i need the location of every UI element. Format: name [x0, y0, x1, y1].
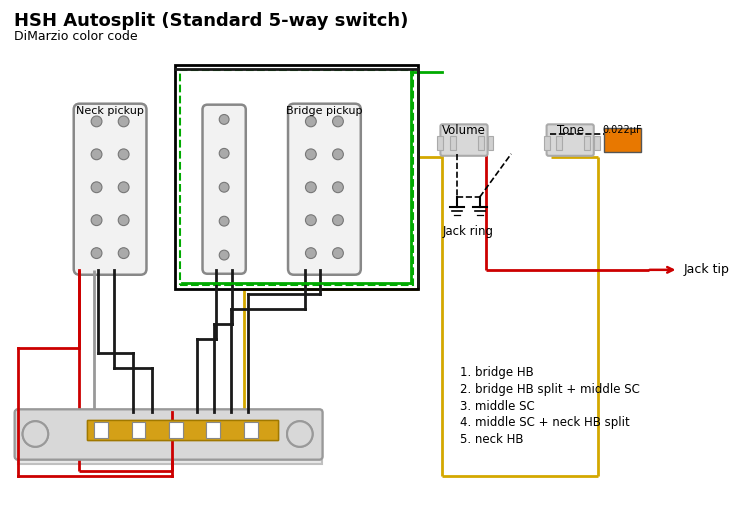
Bar — [87, 420, 278, 440]
Circle shape — [305, 182, 316, 193]
Bar — [244, 422, 258, 438]
Circle shape — [333, 182, 344, 193]
Text: 1. bridge HB: 1. bridge HB — [460, 366, 534, 379]
Bar — [604, 128, 641, 152]
Text: Jack ring: Jack ring — [442, 225, 493, 238]
Circle shape — [118, 182, 129, 193]
Circle shape — [91, 248, 102, 258]
Bar — [437, 136, 443, 150]
Bar — [478, 136, 484, 150]
Bar — [169, 422, 183, 438]
Circle shape — [287, 421, 313, 447]
Circle shape — [23, 421, 48, 447]
Circle shape — [305, 248, 316, 258]
Circle shape — [91, 149, 102, 160]
Circle shape — [219, 114, 229, 124]
Text: 4. middle SC + neck HB split: 4. middle SC + neck HB split — [460, 417, 630, 430]
Bar — [87, 420, 278, 440]
Bar — [594, 136, 600, 150]
Text: Volume: Volume — [442, 124, 486, 137]
Text: Jack tip: Jack tip — [683, 263, 729, 276]
Bar — [180, 70, 413, 284]
Circle shape — [219, 183, 229, 192]
Bar — [18, 410, 322, 464]
Circle shape — [118, 116, 129, 127]
Bar — [94, 422, 108, 438]
Circle shape — [91, 215, 102, 226]
Text: 2. bridge HB split + middle SC: 2. bridge HB split + middle SC — [460, 383, 640, 396]
Circle shape — [91, 182, 102, 193]
Bar — [94, 422, 108, 438]
Circle shape — [333, 248, 344, 258]
Text: 5. neck HB: 5. neck HB — [460, 433, 523, 446]
FancyBboxPatch shape — [440, 124, 487, 156]
Circle shape — [118, 149, 129, 160]
Bar — [132, 422, 146, 438]
Circle shape — [305, 149, 316, 160]
Circle shape — [305, 215, 316, 226]
Text: DiMarzio color code: DiMarzio color code — [14, 30, 138, 43]
Circle shape — [305, 116, 316, 127]
Bar — [450, 136, 456, 150]
Text: HSH Autosplit (Standard 5-way switch): HSH Autosplit (Standard 5-way switch) — [14, 12, 408, 30]
Circle shape — [91, 116, 102, 127]
Bar — [132, 422, 146, 438]
Circle shape — [23, 421, 48, 447]
FancyBboxPatch shape — [15, 409, 322, 460]
Circle shape — [118, 215, 129, 226]
Bar — [556, 136, 562, 150]
Bar — [206, 422, 220, 438]
FancyBboxPatch shape — [547, 124, 594, 156]
Circle shape — [219, 216, 229, 226]
Bar — [244, 422, 258, 438]
Bar — [584, 136, 590, 150]
Circle shape — [118, 248, 129, 258]
Circle shape — [333, 116, 344, 127]
Bar — [169, 422, 183, 438]
Text: 3. middle SC: 3. middle SC — [460, 399, 535, 412]
FancyBboxPatch shape — [202, 105, 246, 274]
Text: Tone: Tone — [556, 124, 584, 137]
Circle shape — [219, 148, 229, 158]
Text: Neck pickup: Neck pickup — [76, 106, 144, 115]
Circle shape — [333, 149, 344, 160]
Text: Bridge pickup: Bridge pickup — [286, 106, 363, 115]
FancyBboxPatch shape — [288, 103, 361, 275]
FancyBboxPatch shape — [74, 103, 146, 275]
Bar — [544, 136, 550, 150]
Circle shape — [333, 215, 344, 226]
Circle shape — [287, 421, 313, 447]
Bar — [206, 422, 220, 438]
Bar — [175, 66, 418, 290]
Text: 0.022μF: 0.022μF — [603, 125, 642, 135]
Circle shape — [219, 250, 229, 260]
Bar — [487, 136, 494, 150]
FancyBboxPatch shape — [15, 409, 322, 460]
